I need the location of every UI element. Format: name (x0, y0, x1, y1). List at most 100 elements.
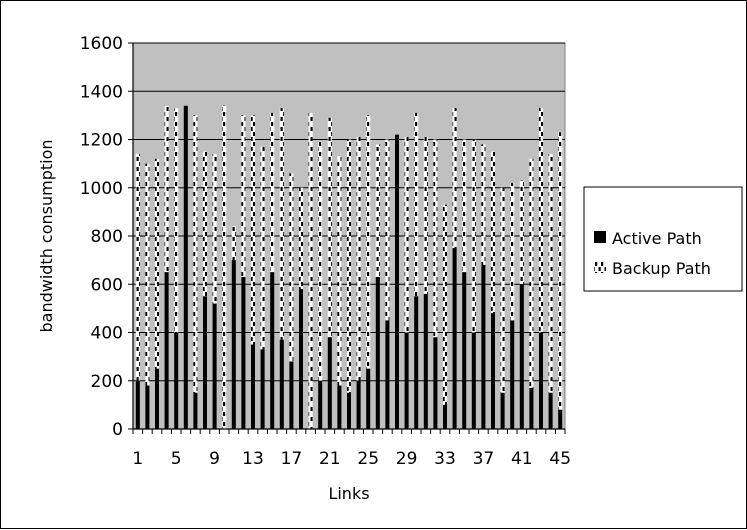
bar-active-path-link-16 (279, 339, 284, 429)
x-tick-label-25: 25 (357, 449, 379, 469)
bar-active-path-link-34 (452, 248, 457, 429)
bar-backup-path-link-35 (462, 139, 467, 273)
bar-active-path-link-2 (145, 385, 150, 429)
bar-active-path-link-21 (327, 337, 332, 429)
y-axis-title: bandwidth consumption (37, 139, 56, 332)
bar-backup-path-link-33 (442, 204, 448, 405)
bar-backup-path-link-15 (270, 112, 275, 273)
x-tick-label-9: 9 (209, 449, 220, 469)
bar-backup-path-link-19 (308, 112, 313, 430)
bar-backup-path-link-38 (490, 151, 496, 314)
bar-backup-path-link-29 (404, 137, 409, 333)
bar-backup-path-link-3 (154, 158, 160, 369)
x-tick-label-33: 33 (434, 449, 456, 469)
bar-active-path-link-14 (260, 349, 265, 429)
legend-label-active-path: Active Path (612, 229, 702, 248)
bar-active-path-link-17 (289, 361, 294, 429)
legend: Active Path Backup Path (583, 186, 743, 292)
x-tick-label-45: 45 (549, 449, 571, 469)
bar-active-path-link-9 (212, 303, 217, 429)
bar-active-path-link-27 (385, 320, 390, 429)
bars (135, 105, 563, 430)
bar-backup-path-link-31 (423, 137, 428, 294)
bar-backup-path-link-39 (500, 187, 505, 393)
bar-backup-path-link-9 (212, 153, 217, 304)
y-tick-label-1000: 1000 (80, 179, 123, 199)
y-tick-label-800: 800 (91, 227, 123, 247)
legend-swatch-backup-path (594, 261, 606, 273)
x-tick-label-41: 41 (511, 449, 533, 469)
y-tick-label-1400: 1400 (80, 82, 123, 102)
bar-backup-path-link-40 (510, 182, 515, 321)
x-tick-label-5: 5 (171, 449, 182, 469)
bar-backup-path-link-20 (318, 141, 323, 381)
x-tick-labels: 1 5 9 13 17 21 25 29 33 37 41 45 (132, 449, 571, 469)
bar-backup-path-link-7 (193, 115, 198, 393)
y-tick-label-400: 400 (91, 324, 123, 344)
bar-backup-path-link-34 (452, 108, 457, 249)
bar-backup-path-link-11 (231, 226, 236, 261)
bar-active-path-link-31 (423, 293, 428, 429)
bar-active-path-link-5 (174, 332, 179, 429)
bar-backup-path-link-5 (174, 108, 179, 333)
bar-active-path-link-18 (298, 289, 304, 429)
bar-backup-path-link-26 (375, 144, 380, 278)
bar-active-path-link-33 (442, 404, 448, 429)
bar-backup-path-link-14 (260, 146, 265, 350)
y-tick-labels: 0 200 400 600 800 1000 1200 1400 1600 (80, 34, 123, 440)
bar-active-path-link-44 (548, 392, 553, 429)
bar-active-path-link-32 (433, 337, 438, 429)
bar-active-path-link-40 (510, 320, 515, 429)
bar-backup-path-link-18 (298, 187, 304, 290)
legend-label-backup-path: Backup Path (612, 259, 711, 278)
bar-backup-path-link-37 (481, 144, 486, 265)
bar-active-path-link-42 (529, 387, 534, 429)
bar-backup-path-link-32 (433, 139, 438, 338)
bar-active-path-link-35 (462, 272, 467, 429)
bar-backup-path-link-25 (366, 115, 371, 369)
bar-backup-path-link-16 (279, 108, 284, 340)
y-tick-label-600: 600 (91, 275, 123, 295)
bar-backup-path-link-43 (538, 108, 544, 333)
bar-backup-path-link-17 (289, 173, 294, 362)
bar-backup-path-link-10 (222, 105, 227, 429)
x-tick-label-1: 1 (132, 449, 143, 469)
bar-active-path-link-23 (346, 392, 352, 429)
y-tick-label-1600: 1600 (80, 34, 123, 54)
x-tick-label-17: 17 (281, 449, 303, 469)
y-tick-label-200: 200 (91, 372, 123, 392)
bar-active-path-link-20 (318, 380, 323, 429)
bar-backup-path-link-1 (135, 153, 140, 381)
x-tick-label-37: 37 (473, 449, 495, 469)
bar-active-path-link-38 (490, 313, 496, 429)
bar-active-path-link-37 (481, 264, 486, 429)
legend-swatch-active-path (594, 231, 606, 243)
bar-active-path-link-30 (414, 296, 419, 429)
bar-active-path-link-39 (500, 392, 505, 429)
bar-active-path-link-22 (337, 385, 342, 429)
bar-active-path-link-36 (471, 332, 476, 429)
bar-backup-path-link-23 (346, 139, 352, 393)
bar-active-path-link-43 (538, 332, 544, 429)
x-tick-label-29: 29 (396, 449, 418, 469)
y-tick-label-0: 0 (112, 420, 123, 440)
bar-active-path-link-3 (154, 368, 160, 429)
bar-backup-path-link-12 (241, 115, 246, 278)
legend-box (583, 186, 743, 292)
bar-backup-path-link-30 (414, 112, 419, 297)
bar-backup-path-link-2 (145, 163, 150, 386)
bar-active-path-link-24 (356, 380, 361, 429)
bar-backup-path-link-4 (164, 105, 169, 273)
y-tick-label-1200: 1200 (80, 131, 123, 151)
bar-backup-path-link-27 (385, 139, 390, 321)
axes (128, 42, 566, 434)
bar-active-path-link-8 (202, 296, 208, 429)
bar-active-path-link-12 (241, 277, 246, 429)
x-tick-label-21: 21 (319, 449, 341, 469)
bar-active-path-link-25 (366, 368, 371, 429)
bar-active-path-link-4 (164, 272, 169, 429)
bar-active-path-link-45 (558, 409, 563, 429)
bar-active-path-link-13 (250, 344, 256, 429)
